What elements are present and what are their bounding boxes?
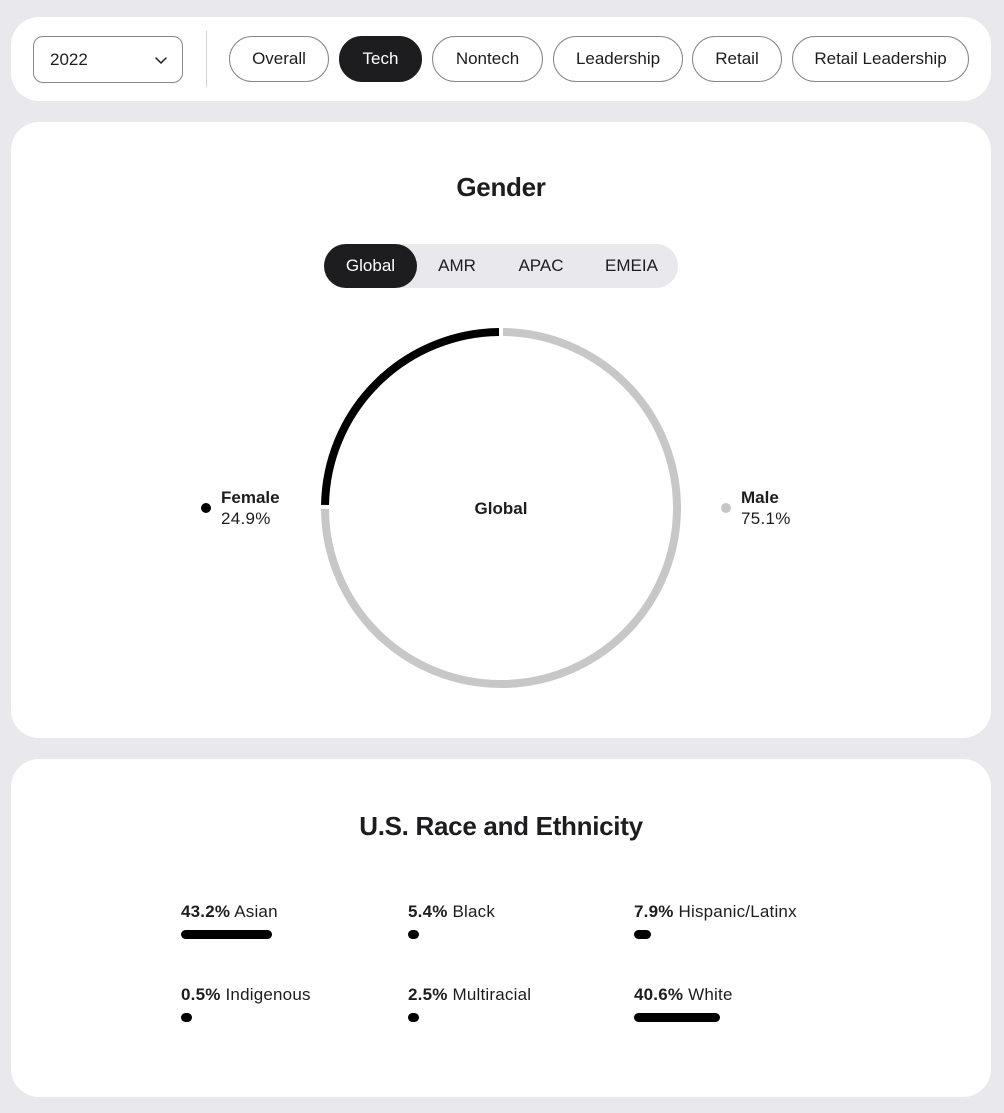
race-percent: 7.9%	[634, 902, 674, 921]
race-bar	[634, 930, 651, 939]
region-tab-amr[interactable]: AMR	[417, 244, 497, 288]
race-percent: 0.5%	[181, 985, 221, 1004]
race-percent: 2.5%	[408, 985, 448, 1004]
race-label: 40.6% White	[634, 985, 733, 1005]
race-bar	[181, 1013, 192, 1022]
donut-slice-female	[321, 328, 500, 505]
race-bar	[408, 1013, 419, 1022]
race-item-white: 40.6% White	[634, 985, 834, 1035]
race-bar	[408, 930, 420, 939]
female-legend-value: 24.9%	[221, 509, 271, 528]
race-percent: 40.6%	[634, 985, 684, 1004]
category-retail-leadership-button[interactable]: Retail Leadership	[792, 36, 969, 82]
donut-center-label: Global	[475, 499, 528, 518]
race-name: Asian	[234, 902, 278, 921]
category-label: Tech	[362, 49, 399, 68]
donut-slice-male	[321, 328, 681, 688]
category-label: Leadership	[575, 49, 661, 68]
category-label: Nontech	[455, 49, 520, 68]
region-tabs: Global AMR APAC EMEIA	[324, 244, 678, 288]
race-label: 7.9% Hispanic/Latinx	[634, 902, 797, 922]
race-item-asian: 43.2% Asian	[181, 902, 381, 952]
race-name: White	[688, 985, 733, 1004]
race-title: U.S. Race and Ethnicity	[359, 811, 643, 841]
male-legend-value: 75.1%	[741, 509, 791, 528]
category-retail-button[interactable]: Retail	[692, 36, 782, 82]
category-tech-button[interactable]: Tech	[339, 36, 422, 82]
race-item-multiracial: 2.5% Multiracial	[408, 985, 608, 1035]
race-label: 43.2% Asian	[181, 902, 278, 922]
category-label: Retail	[715, 49, 759, 68]
race-label: 5.4% Black	[408, 902, 495, 922]
filter-bar: 2022 Overall Tech Nontech Leadership Ret…	[11, 17, 991, 101]
region-tab-emeia[interactable]: EMEIA	[585, 244, 678, 288]
race-name: Black	[452, 902, 496, 921]
race-ethnicity-card: U.S. Race and Ethnicity 43.2% Asian 5.4%…	[11, 759, 991, 1097]
race-name: Hispanic/Latinx	[678, 902, 797, 921]
category-label: Retail Leadership	[814, 49, 947, 68]
race-percent: 43.2%	[181, 902, 231, 921]
race-name: Multiracial	[452, 985, 532, 1004]
region-tab-label: EMEIA	[605, 256, 658, 275]
region-tab-global[interactable]: Global	[324, 244, 417, 288]
race-bar	[181, 930, 272, 939]
race-item-hispanic-latinx: 7.9% Hispanic/Latinx	[634, 902, 834, 952]
filter-divider	[206, 31, 207, 87]
category-label: Overall	[252, 49, 306, 68]
race-item-black: 5.4% Black	[408, 902, 608, 952]
gender-card: Gender Global AMR APAC EMEIA Female 24.9…	[11, 122, 991, 738]
year-select[interactable]: 2022	[33, 36, 183, 83]
region-tab-label: Global	[345, 256, 396, 275]
race-label: 0.5% Indigenous	[181, 985, 311, 1005]
gender-title: Gender	[456, 172, 546, 202]
male-legend-label: Male	[741, 488, 779, 507]
race-percent: 5.4%	[408, 902, 448, 921]
male-legend-dot	[721, 503, 731, 513]
region-tab-label: AMR	[438, 256, 476, 275]
gender-donut-chart: Global	[321, 328, 681, 688]
category-nontech-button[interactable]: Nontech	[432, 36, 543, 82]
race-item-indigenous: 0.5% Indigenous	[181, 985, 381, 1035]
chevron-down-icon	[155, 57, 167, 64]
region-tab-apac[interactable]: APAC	[497, 244, 585, 288]
category-leadership-button[interactable]: Leadership	[553, 36, 683, 82]
category-overall-button[interactable]: Overall	[229, 36, 329, 82]
race-bar	[634, 1013, 720, 1022]
female-legend-label: Female	[221, 488, 280, 507]
region-tab-label: APAC	[518, 256, 564, 275]
female-legend-dot	[201, 503, 211, 513]
race-name: Indigenous	[225, 985, 311, 1004]
race-label: 2.5% Multiracial	[408, 985, 531, 1005]
year-select-value: 2022	[50, 49, 88, 69]
